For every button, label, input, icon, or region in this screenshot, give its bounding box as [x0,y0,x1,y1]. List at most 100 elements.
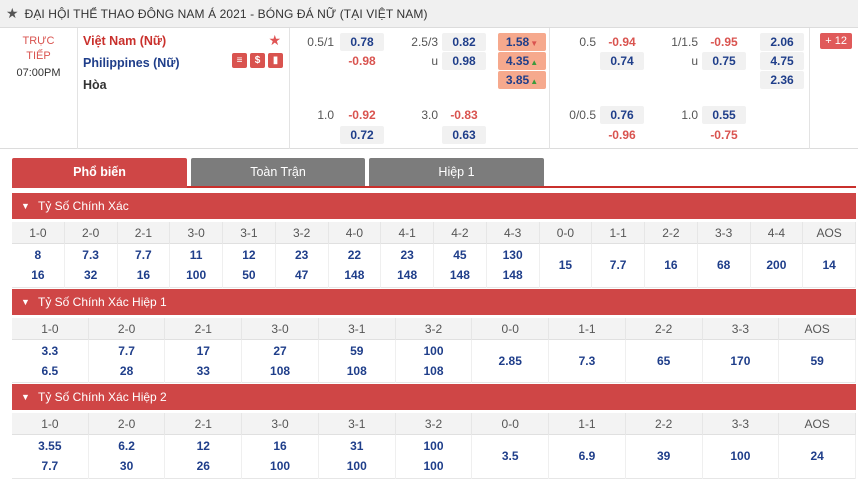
score-odds-cell[interactable]: 14 [803,244,856,288]
odds-away[interactable]: 100 [270,459,291,473]
score-odds-cell[interactable]: 100 100 [396,435,473,479]
odds-away[interactable]: 33 [196,363,210,378]
odds-home[interactable]: 130 [502,248,523,262]
odds-home[interactable]: 45 [453,248,467,262]
h1-ou2-under-odds[interactable]: -0.75 [710,128,738,142]
score-odds-cell[interactable]: 100 [703,435,780,479]
odds-away[interactable]: 50 [242,268,256,282]
odds-draw[interactable]: 100 [730,449,751,463]
more-markets-button[interactable]: + 12 [820,33,852,49]
odds-home[interactable]: 23 [294,248,309,262]
score-odds-cell[interactable]: 16 [645,244,698,288]
odds-home[interactable]: 7.7 [135,248,152,262]
score-odds-cell[interactable]: 17 33 [165,340,243,383]
odds-away[interactable]: 108 [423,363,444,378]
odds-draw[interactable]: 24 [810,449,824,463]
odds-away[interactable]: 47 [294,268,309,282]
h1-1x2-home-odds[interactable]: 2.06 [760,33,804,51]
ou-under-odds[interactable]: 0.98 [442,52,486,70]
odds-draw[interactable]: 14 [822,258,836,272]
score-odds-cell[interactable]: 22 148 [329,244,382,288]
odds-draw[interactable]: 15 [558,258,573,272]
odds-home[interactable]: 31 [350,439,364,453]
odds-draw[interactable]: 68 [716,258,731,272]
score-odds-cell[interactable]: 7.3 [549,340,626,383]
odds-draw[interactable]: 6.9 [578,449,596,463]
score-odds-cell[interactable]: 68 [698,244,751,288]
h1-1x2-away-odds[interactable]: 4.75 [760,52,804,70]
tab-first-half[interactable]: Hiệp 1 [369,158,544,186]
odds-away[interactable]: 148 [502,268,523,282]
tab-full-match[interactable]: Toàn Trận [191,158,365,186]
score-odds-cell[interactable]: 100 108 [396,340,473,383]
ou-over-odds[interactable]: 0.82 [442,33,486,51]
odds-home[interactable]: 7.3 [82,248,99,262]
odds-away[interactable]: 108 [270,363,291,378]
star-icon[interactable]: ★ [6,5,19,21]
home-team[interactable]: Việt Nam (Nữ) [83,34,167,48]
score-odds-cell[interactable]: 3.55 7.7 [12,435,89,479]
odds-draw[interactable]: 3.5 [501,449,519,463]
h1-ou-over-odds[interactable]: -0.95 [710,35,738,49]
odds-away[interactable]: 16 [31,268,45,282]
score-odds-cell[interactable]: 7.7 28 [89,340,166,383]
section-header[interactable]: ▼ Tỷ Số Chính Xác [12,193,856,219]
score-odds-cell[interactable]: 3.5 [472,435,550,479]
odds-draw[interactable]: 170 [730,353,751,368]
score-odds-cell[interactable]: 39 [626,435,703,479]
score-odds-cell[interactable]: 27 108 [242,340,319,383]
odds-away[interactable]: 32 [83,268,98,282]
score-odds-cell[interactable]: 6.2 30 [89,435,166,479]
odds-away[interactable]: 16 [136,268,151,282]
score-odds-cell[interactable]: 59 [779,340,856,383]
stats-icon[interactable]: ▮ [268,53,283,68]
odds-home[interactable]: 16 [273,439,287,453]
favorite-star-icon[interactable]: ★ [268,32,281,48]
score-odds-cell[interactable]: 170 [703,340,780,383]
score-odds-cell[interactable]: 23 148 [381,244,434,288]
h1-hdp-away-odds[interactable]: 0.74 [600,52,644,70]
h1-1x2-draw-odds[interactable]: 2.36 [760,71,804,89]
score-odds-cell[interactable]: 59 108 [319,340,396,383]
odds-home[interactable]: 3.3 [41,344,59,358]
score-odds-cell[interactable]: 12 26 [165,435,243,479]
odds-home[interactable]: 3.55 [38,439,62,453]
score-odds-cell[interactable]: 65 [626,340,703,383]
ou2-over-odds[interactable]: -0.83 [450,108,478,122]
odds-away[interactable]: 26 [196,459,210,473]
odds-draw[interactable]: 65 [656,353,671,368]
hdp-away-odds[interactable]: -0.98 [348,54,376,68]
odds-away[interactable]: 148 [397,268,418,282]
odds-away[interactable]: 30 [119,459,134,473]
score-odds-cell[interactable]: 7.7 16 [118,244,171,288]
score-odds-cell[interactable]: 7.3 32 [65,244,118,288]
score-odds-cell[interactable]: 31 100 [319,435,396,479]
odds-draw[interactable]: 39 [656,449,671,463]
score-odds-cell[interactable]: 11 100 [170,244,223,288]
hdp-home-odds[interactable]: 0.78 [340,33,384,51]
odds-draw[interactable]: 7.3 [578,353,596,368]
odds-away[interactable]: 108 [346,363,367,378]
odds-draw[interactable]: 16 [664,258,678,272]
h1-ou-under-odds[interactable]: 0.75 [702,52,746,70]
h1-hdp2-away-odds[interactable]: -0.96 [608,128,636,142]
odds-away[interactable]: 6.5 [41,363,59,378]
score-odds-cell[interactable]: 200 [751,244,804,288]
h1-ou2-over-odds[interactable]: 0.55 [702,106,746,124]
odds-draw[interactable]: 7.7 [609,258,627,272]
away-team[interactable]: Philippines (Nữ) [83,56,180,70]
score-odds-cell[interactable]: 23 47 [276,244,329,288]
score-odds-cell[interactable]: 24 [779,435,856,479]
odds-home[interactable]: 12 [242,248,256,262]
score-odds-cell[interactable]: 16 100 [242,435,319,479]
odds-home[interactable]: 27 [273,344,287,358]
h1-hdp2-home-odds[interactable]: 0.76 [600,106,644,124]
score-odds-cell[interactable]: 130 148 [487,244,540,288]
score-odds-cell[interactable]: 7.7 [592,244,645,288]
odds-draw[interactable]: 59 [810,353,824,368]
odds-home[interactable]: 17 [196,344,210,358]
section-header[interactable]: ▼ Tỷ Số Chính Xác Hiệp 2 [12,384,856,410]
odds-home[interactable]: 59 [350,344,364,358]
odds-away[interactable]: 148 [344,268,365,282]
score-odds-cell[interactable]: 2.85 [472,340,550,383]
